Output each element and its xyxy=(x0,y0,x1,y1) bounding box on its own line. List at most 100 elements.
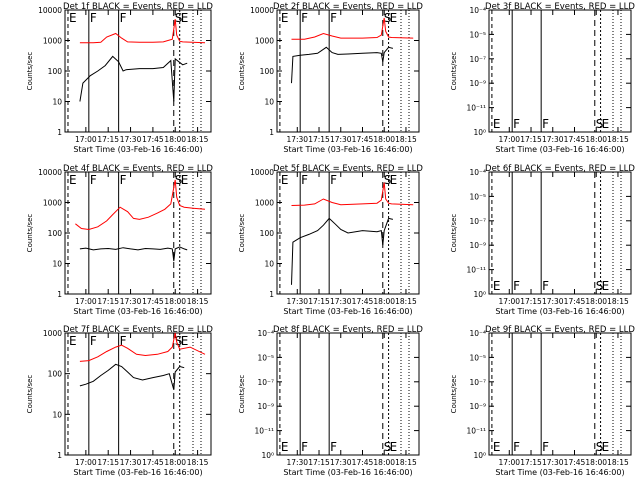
y-tick-label: 10000 xyxy=(250,6,274,15)
flag-label: E xyxy=(69,334,77,348)
x-tick-label: 17:30 xyxy=(120,297,142,306)
x-tick-label: 17:30 xyxy=(120,135,142,144)
y-tick-label: 10⁻⁷ xyxy=(469,378,486,387)
y-tick-label: 1000 xyxy=(43,329,62,338)
flag-label: F xyxy=(120,173,127,187)
x-tick-label: 18:15 xyxy=(607,458,629,467)
series-line-lld xyxy=(75,179,206,231)
flag-label: S xyxy=(384,440,392,454)
x-tick-label: 17:30 xyxy=(286,135,308,144)
flag-label: E xyxy=(69,11,77,25)
plot-frame xyxy=(488,9,632,133)
y-tick-label: 1 xyxy=(269,128,274,137)
y-tick-label: 10⁻⁵ xyxy=(257,353,274,362)
x-axis-label: Start Time (03-Feb-16 16:46:00) xyxy=(283,468,412,477)
y-tick-label: 10⁻¹¹ xyxy=(254,427,274,436)
flag-label: F xyxy=(90,334,97,348)
y-tick-label: 1000 xyxy=(255,199,274,208)
y-tick-label: 1 xyxy=(269,290,274,299)
x-tick-label: 18:00 xyxy=(164,458,186,467)
x-axis-label: Start Time (03-Feb-16 16:46:00) xyxy=(495,307,624,316)
y-tick-label: 10 xyxy=(264,98,274,107)
x-tick-label: 17:30 xyxy=(542,297,564,306)
y-tick-label: 10⁻⁹ xyxy=(469,402,486,411)
y-axis-label: Counts/sec xyxy=(238,52,246,91)
x-tick-label: 18:15 xyxy=(395,458,417,467)
chart-panel-3: Det 3f BLACK = Events, RED = LLD Start Ti… xyxy=(450,2,635,154)
x-tick-label: 18:15 xyxy=(187,297,209,306)
x-tick-label: 17:30 xyxy=(286,458,308,467)
chart-title: Det 5f BLACK = Events, RED = LLD xyxy=(273,164,423,174)
y-axis-label: Counts/sec xyxy=(450,214,458,253)
x-axis-label: Start Time (03-Feb-16 16:46:00) xyxy=(283,145,412,154)
y-tick-label: 10⁻¹¹ xyxy=(466,104,486,113)
plot-frame xyxy=(488,171,632,295)
x-tick-label: 18:00 xyxy=(585,135,607,144)
y-tick-label: 10⁰ xyxy=(261,451,274,460)
x-tick-label: 17:30 xyxy=(120,458,142,467)
y-tick-label: 10000 xyxy=(250,168,274,177)
x-tick-label: 17:15 xyxy=(308,135,330,144)
flag-label: F xyxy=(330,440,337,454)
x-tick-label: 18:15 xyxy=(607,297,629,306)
flag-label: E xyxy=(181,11,189,25)
flag-label: S xyxy=(175,11,183,25)
chart-title: Det 4f BLACK = Events, RED = LLD xyxy=(63,164,213,174)
x-tick-label: 17:15 xyxy=(520,458,542,467)
flag-label: E xyxy=(281,173,289,187)
y-tick-label: 10⁻⁴ xyxy=(257,329,274,338)
x-tick-label: 17:30 xyxy=(542,458,564,467)
flag-label: F xyxy=(301,440,308,454)
chart-panel-7: Det 7f BLACK = Events, RED = LLD Start Ti… xyxy=(26,325,213,477)
x-tick-label: 17:15 xyxy=(97,458,119,467)
x-tick-label: 17:45 xyxy=(564,135,586,144)
flag-label: E xyxy=(390,440,398,454)
x-tick-label: 17:00 xyxy=(498,458,520,467)
chart-title: Det 2f BLACK = Events, RED = LLD xyxy=(273,2,423,12)
x-tick-label: 18:15 xyxy=(607,135,629,144)
x-tick-label: 17:15 xyxy=(308,297,330,306)
y-axis-label: Counts/sec xyxy=(26,52,34,91)
x-tick-label: 17:15 xyxy=(97,297,119,306)
chart-panel-5: Det 5f BLACK = Events, RED = LLD Start Ti… xyxy=(238,164,423,316)
chart-title: Det 9f BLACK = Events, RED = LLD xyxy=(485,325,635,335)
y-tick-label: 10000 xyxy=(38,168,62,177)
x-tick-label: 18:00 xyxy=(585,297,607,306)
y-tick-label: 1000 xyxy=(43,37,62,46)
y-tick-label: 10 xyxy=(52,260,62,269)
x-tick-label: 17:30 xyxy=(330,135,352,144)
x-tick-label: 17:45 xyxy=(564,458,586,467)
x-tick-label: 17:15 xyxy=(308,458,330,467)
x-tick-label: 17:45 xyxy=(142,297,164,306)
flag-label: S xyxy=(384,173,392,187)
y-axis-label: Counts/sec xyxy=(26,375,34,414)
x-tick-label: 17:45 xyxy=(142,458,164,467)
x-tick-label: 18:00 xyxy=(164,297,186,306)
plot-frame xyxy=(64,332,212,456)
flag-label: F xyxy=(120,334,127,348)
y-tick-label: 100 xyxy=(260,229,275,238)
series-line-events xyxy=(291,46,394,84)
y-tick-label: 10 xyxy=(264,260,274,269)
x-tick-label: 17:00 xyxy=(498,297,520,306)
flag-label: S xyxy=(596,279,604,293)
flag-label: F xyxy=(90,11,97,25)
series-line-events xyxy=(291,217,394,285)
y-tick-label: 10⁰ xyxy=(473,128,486,137)
series-line-lld xyxy=(79,19,206,44)
flag-label: E xyxy=(281,440,289,454)
y-tick-label: 10000 xyxy=(38,6,62,15)
series-line-events xyxy=(79,55,188,102)
flag-label: E xyxy=(602,440,610,454)
plot-frame xyxy=(276,9,420,133)
y-tick-label: 10⁻⁷ xyxy=(257,378,274,387)
y-tick-label: 10⁻¹¹ xyxy=(466,427,486,436)
x-axis-label: Start Time (03-Feb-16 16:46:00) xyxy=(73,307,202,316)
flag-label: F xyxy=(542,440,549,454)
y-tick-label: 10⁻⁷ xyxy=(469,217,486,226)
flag-label: E xyxy=(390,173,398,187)
flag-label: F xyxy=(330,11,337,25)
x-axis-label: Start Time (03-Feb-16 16:46:00) xyxy=(495,145,624,154)
y-axis-label: Counts/sec xyxy=(450,375,458,414)
